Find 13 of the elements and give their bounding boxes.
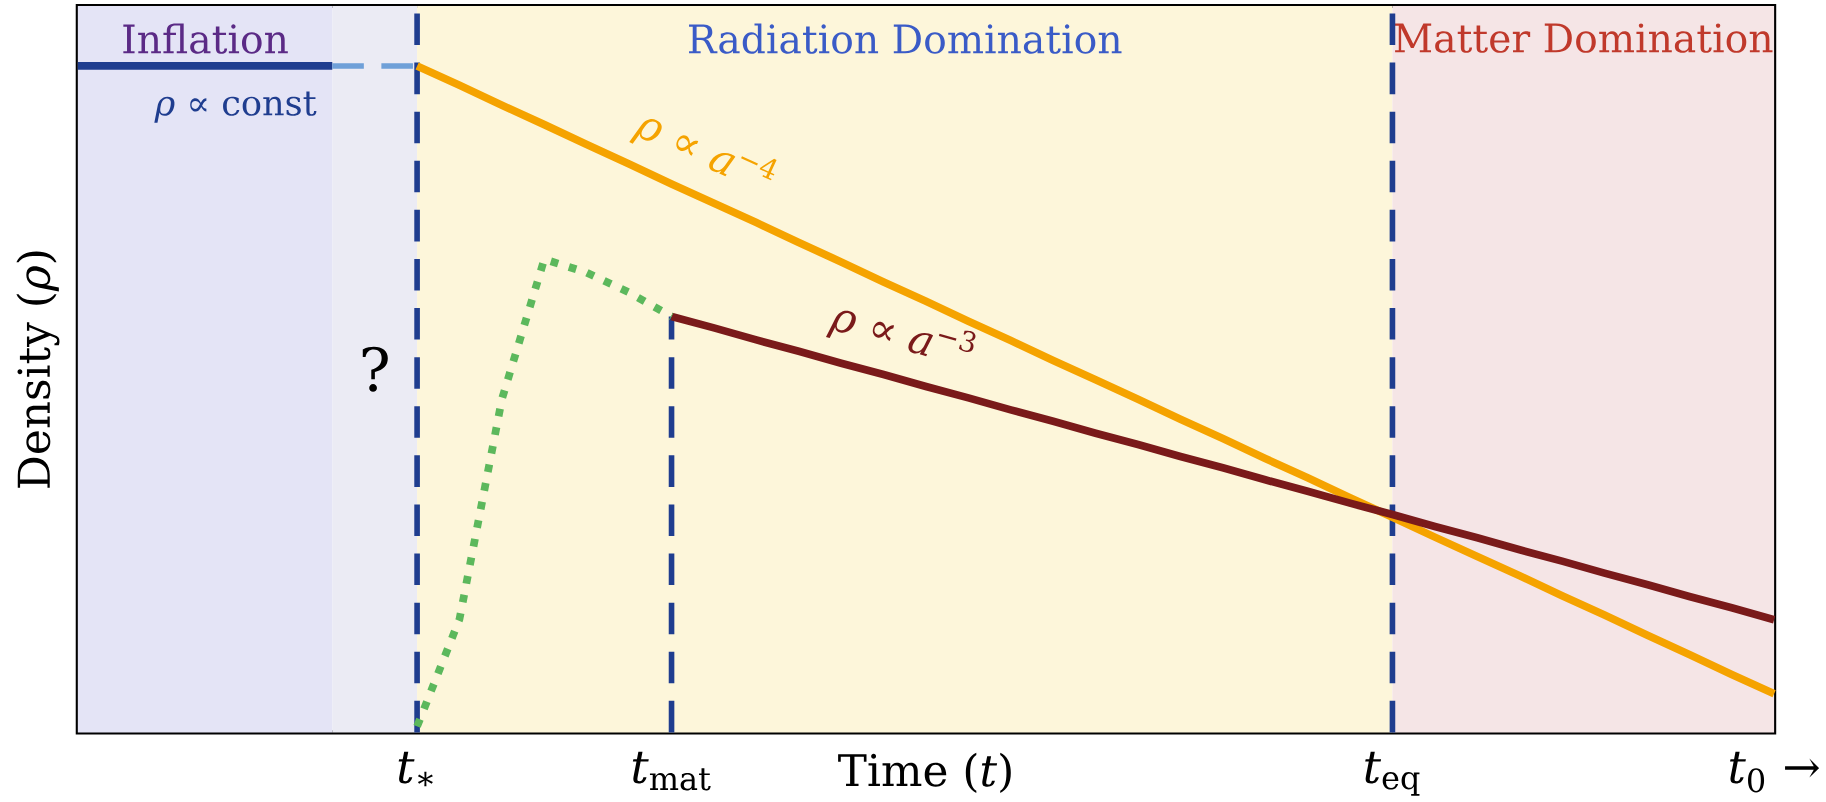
band-label: Matter Domination — [1394, 23, 1773, 53]
series-label: ρ ∝ const — [154, 91, 317, 123]
x-axis-title: Time (t) — [838, 752, 1011, 793]
x-tick-label: t$_{eq}$ — [1365, 751, 1420, 796]
text: ρ ∝ a$^{−3}$ — [825, 310, 976, 356]
text: ρ ∝ a$^{−4}$ — [629, 118, 777, 181]
x-tick-label: t$_{∗}$ — [398, 751, 433, 787]
band-label: Radiation Domination — [689, 23, 1122, 54]
x-tick-label: t$_{0}$ → — [1730, 751, 1819, 793]
text: Inflation — [123, 23, 288, 54]
y-axis-title: Density (ρ) — [16, 251, 60, 488]
x-tick-label: t$_{mat}$ — [632, 751, 711, 791]
annotation: ? — [362, 346, 388, 392]
